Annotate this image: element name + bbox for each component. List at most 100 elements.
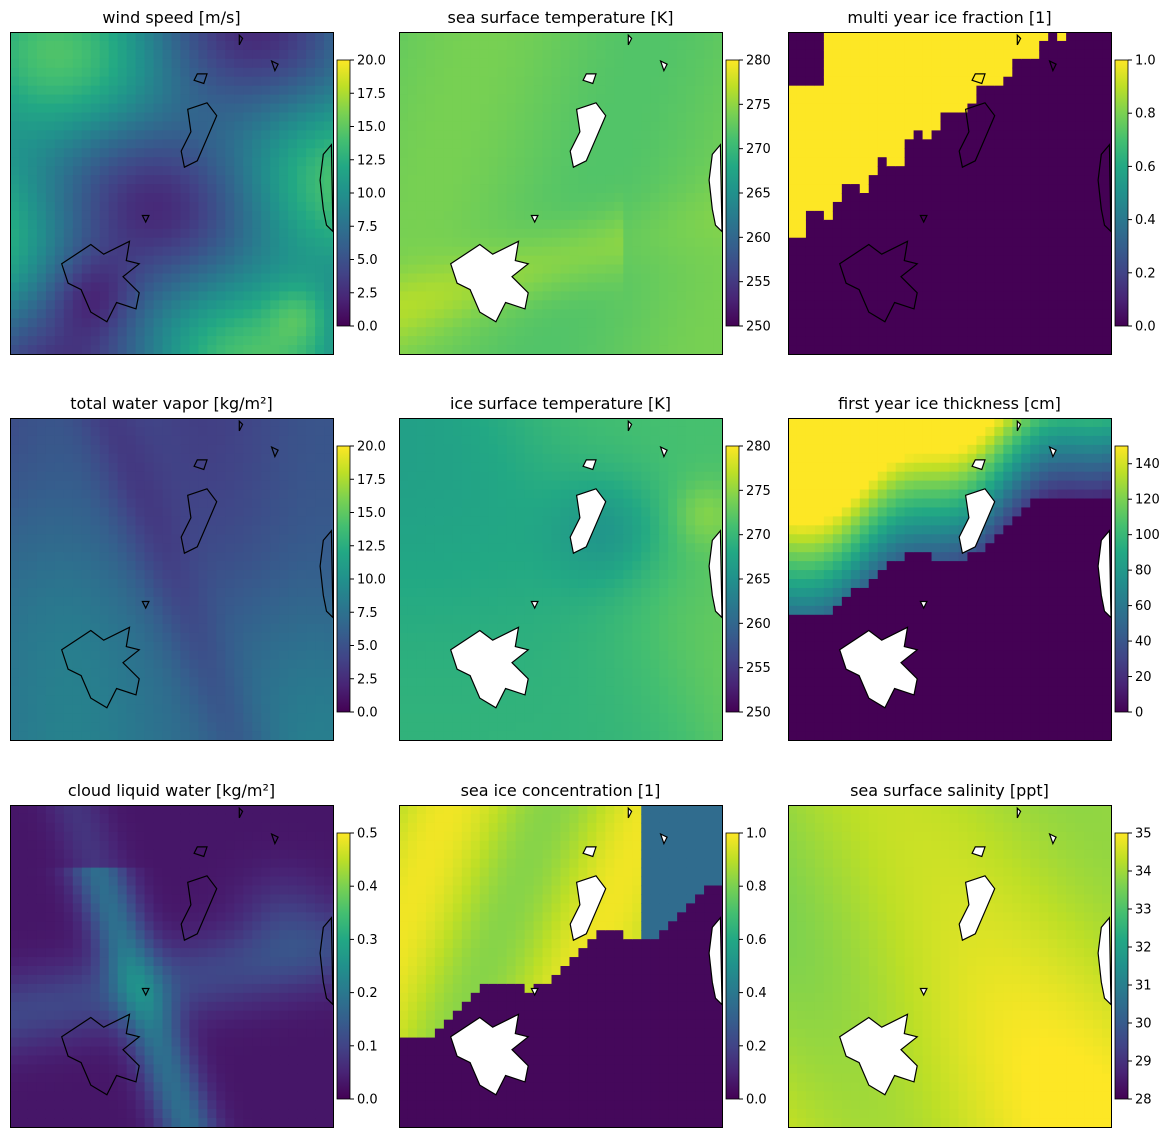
heatmap-cell: [10, 615, 20, 625]
heatmap-cell: [207, 686, 217, 696]
heatmap-cell: [172, 713, 182, 723]
heatmap-cell: [417, 211, 427, 221]
heatmap-cell: [851, 157, 861, 167]
heatmap-cell: [163, 300, 173, 310]
heatmap-cell: [659, 157, 669, 167]
heatmap-cell: [91, 220, 101, 230]
heatmap-cell: [932, 157, 942, 167]
heatmap-cell: [1003, 238, 1013, 248]
heatmap-cell: [1084, 184, 1094, 194]
heatmap-cell: [28, 166, 38, 176]
heatmap-cell: [860, 157, 870, 167]
heatmap-cell: [243, 507, 253, 517]
heatmap-cell: [315, 229, 325, 239]
heatmap-cell: [408, 309, 418, 319]
heatmap-cell: [399, 184, 409, 194]
heatmap-cell: [243, 345, 253, 355]
heatmap-cell: [100, 427, 110, 437]
heatmap-cell: [1048, 184, 1058, 194]
heatmap-cell: [19, 256, 29, 266]
heatmap-cell: [950, 86, 960, 96]
heatmap-cell: [243, 256, 253, 266]
heatmap-cell: [145, 130, 155, 140]
heatmap-cell: [453, 130, 463, 140]
heatmap-cell: [967, 265, 977, 275]
heatmap-cell: [100, 722, 110, 732]
heatmap-cell: [127, 95, 137, 105]
heatmap-cell: [91, 256, 101, 266]
heatmap-cell: [91, 291, 101, 301]
heatmap-cell: [958, 247, 968, 257]
heatmap-cell: [145, 499, 155, 509]
heatmap-cell: [525, 238, 535, 248]
heatmap-cell: [189, 695, 199, 705]
heatmap-cell: [967, 50, 977, 60]
heatmap-cell: [578, 238, 588, 248]
heatmap-cell: [950, 95, 960, 105]
heatmap-cell: [985, 291, 995, 301]
heatmap-cell: [136, 445, 146, 455]
heatmap-cell: [417, 345, 427, 355]
heatmap-cell: [677, 104, 687, 114]
heatmap-cell: [1012, 104, 1022, 114]
heatmap-cell: [797, 113, 807, 123]
heatmap-cell: [172, 229, 182, 239]
heatmap-cell: [10, 561, 20, 571]
heatmap-cell: [288, 327, 298, 337]
heatmap-cell: [914, 202, 924, 212]
heatmap-cell: [145, 427, 155, 437]
heatmap-cell: [950, 345, 960, 355]
heatmap-cell: [923, 282, 933, 292]
heatmap-cell: [695, 318, 705, 328]
heatmap-cell: [668, 282, 678, 292]
heatmap-cell: [216, 121, 226, 131]
heatmap-cell: [623, 247, 633, 257]
heatmap-cell: [534, 291, 544, 301]
heatmap-cell: [1012, 121, 1022, 131]
heatmap-cell: [1048, 41, 1058, 51]
heatmap-cell: [234, 121, 244, 131]
heatmap-cell: [225, 86, 235, 96]
heatmap-cell: [28, 686, 38, 696]
heatmap-cell: [154, 104, 164, 114]
heatmap-cell: [100, 561, 110, 571]
heatmap-cell: [887, 32, 897, 42]
heatmap-cell: [650, 113, 660, 123]
heatmap-cell: [806, 256, 816, 266]
heatmap-cell: [136, 543, 146, 553]
heatmap-cell: [207, 463, 217, 473]
heatmap-cell: [1039, 193, 1049, 203]
heatmap-cell: [561, 211, 571, 221]
heatmap-cell: [100, 552, 110, 562]
heatmap-cell: [46, 490, 56, 500]
heatmap-cell: [91, 516, 101, 526]
heatmap-cell: [824, 247, 834, 257]
heatmap-cell: [632, 345, 642, 355]
heatmap-cell: [154, 722, 164, 732]
heatmap-cell: [109, 445, 119, 455]
heatmap-cell: [444, 336, 454, 346]
heatmap-cell: [243, 588, 253, 598]
heatmap-cell: [19, 238, 29, 248]
heatmap-cell: [713, 32, 723, 42]
heatmap-cell: [914, 148, 924, 158]
heatmap-cell: [82, 490, 92, 500]
heatmap-cell: [64, 175, 74, 185]
heatmap-cell: [1066, 77, 1076, 87]
heatmap-cell: [55, 615, 65, 625]
heatmap-cell: [686, 300, 696, 310]
heatmap-cell: [252, 193, 262, 203]
heatmap-cell: [270, 113, 280, 123]
heatmap-cell: [860, 211, 870, 221]
heatmap-cell: [569, 166, 579, 176]
heatmap-cell: [704, 282, 714, 292]
heatmap-cell: [976, 41, 986, 51]
heatmap-cell: [82, 166, 92, 176]
heatmap-cell: [507, 104, 517, 114]
heatmap-cell: [878, 86, 888, 96]
heatmap-cell: [561, 184, 571, 194]
heatmap-cell: [127, 704, 137, 714]
heatmap-cell: [408, 68, 418, 78]
heatmap-cell: [878, 345, 888, 355]
heatmap-cell: [453, 68, 463, 78]
